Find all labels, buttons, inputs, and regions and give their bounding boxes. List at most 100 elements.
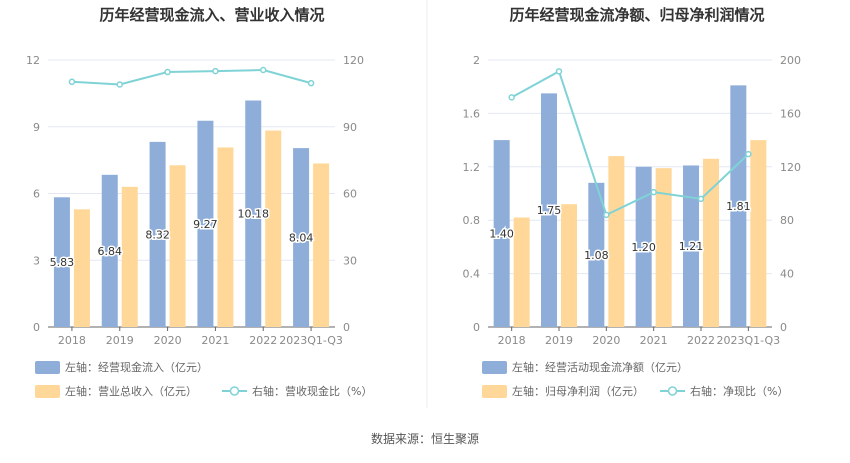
line-point [307, 79, 315, 87]
bar-series-1 [683, 165, 699, 327]
left-axis-tick: 1.6 [463, 107, 481, 120]
bar-series-2 [265, 130, 282, 327]
legend-label: 右轴：净现比（%） [690, 384, 788, 398]
right-axis-tick: 160 [780, 107, 801, 120]
bar-series-2 [121, 186, 138, 327]
right-axis-tick: 40 [780, 268, 794, 281]
bar-series-2 [313, 163, 330, 327]
bar-data-label: 9.27 [193, 218, 218, 231]
legend-swatch-bar1 [35, 361, 60, 374]
legend-label: 左轴：经营活动现金流净额（亿元） [512, 360, 688, 374]
bar-series-2 [655, 168, 672, 327]
left-axis-tick: 0.4 [463, 268, 481, 281]
line-point [697, 195, 705, 203]
bar-series-1 [493, 140, 510, 327]
bar-data-label: 1.20 [631, 241, 656, 254]
x-axis-label: 2021 [201, 334, 229, 347]
bar-series-2 [73, 209, 90, 327]
bar-series-2 [217, 147, 234, 327]
line-point [508, 94, 515, 101]
right-axis-tick: 80 [780, 214, 794, 227]
left-axis-tick: 9 [33, 121, 40, 134]
bar-series-1 [293, 148, 310, 327]
legend-swatch-point [667, 386, 678, 396]
chart-title: 历年经营现金流净额、归母净利润情况 [509, 6, 764, 24]
legend-swatch-point [229, 386, 240, 396]
x-axis-label: 2018 [58, 334, 86, 347]
bar-series-2 [561, 204, 577, 327]
bar-series-1 [245, 100, 262, 328]
chart-title: 历年经营现金流入、营业收入情况 [99, 6, 324, 24]
chart-netcashflow-profit: 历年经营现金流净额、归母净利润情况 0 0 0.4 40 0.8 80 1.2 120 1.6 16… [463, 6, 801, 398]
left-axis-tick: 0 [473, 321, 480, 334]
line-point [260, 66, 267, 74]
bar-data-label: 1.40 [489, 228, 514, 241]
left-axis-tick: 3 [33, 254, 40, 267]
bar-data-label: 6.84 [98, 245, 123, 258]
bar-series-2 [608, 156, 625, 327]
bar-data-label: 1.08 [584, 249, 609, 262]
chart-legend: 左轴：经营活动现金流净额（亿元） 左轴：归母净利润（亿元） 右轴：净现比（%） [482, 360, 788, 398]
bar-series-1 [635, 166, 652, 327]
x-axis-label: 2023Q1-Q3 [279, 334, 343, 347]
right-axis-tick: 200 [780, 54, 801, 67]
left-axis-tick: 6 [33, 188, 40, 201]
right-axis-tick: 0 [343, 321, 350, 334]
legend-swatch-bar2 [482, 385, 507, 398]
line-point [745, 150, 752, 158]
line-point [603, 211, 610, 219]
left-axis-tick: 0.8 [463, 214, 481, 227]
right-axis-tick: 90 [343, 121, 357, 134]
bar-series-1 [541, 93, 557, 327]
legend-label: 左轴：营业总收入（亿元） [65, 384, 197, 398]
line-point [68, 78, 76, 86]
line-point [555, 68, 563, 75]
chart-legend: 左轴：经营现金流入（亿元） 左轴：营业总收入（亿元） 右轴：营收现金比（%） [35, 360, 372, 398]
line-point [164, 68, 171, 76]
bar-data-label: 1.81 [726, 200, 751, 213]
right-axis-tick: 0 [780, 321, 787, 334]
x-axis-label: 2020 [592, 334, 620, 347]
legend-label: 右轴：营收现金比（%） [252, 384, 372, 398]
line-point [116, 81, 123, 88]
bar-data-label: 8.32 [145, 228, 170, 241]
chart-cashflow-revenue: 历年经营现金流入、营业收入情况 0 0 3 30 6 60 9 90 12 120 2018 5.83 2… [26, 6, 372, 398]
bar-series-1 [197, 120, 214, 328]
x-axis-label: 2019 [545, 334, 573, 347]
line-point [212, 67, 219, 75]
bar-series-1 [730, 85, 747, 328]
left-axis-tick: 0 [33, 321, 40, 334]
legend-label: 左轴：归母净利润（亿元） [512, 384, 644, 398]
x-axis-label: 2021 [640, 334, 668, 347]
right-axis-tick: 60 [343, 188, 357, 201]
line-series [71, 69, 312, 86]
right-axis-tick: 30 [343, 254, 357, 267]
x-axis-label: 2022 [249, 334, 277, 347]
line-point [650, 188, 657, 196]
bar-series-1 [101, 174, 118, 327]
x-axis-label: 2018 [498, 334, 526, 347]
legend-swatch-bar1 [482, 361, 507, 374]
bar-series-1 [149, 141, 166, 327]
right-axis-tick: 120 [780, 161, 801, 174]
right-axis-tick: 120 [343, 54, 364, 67]
bar-data-label: 5.83 [50, 256, 75, 269]
left-axis-tick: 2 [473, 54, 480, 67]
left-axis-tick: 12 [26, 54, 40, 67]
x-axis-label: 2020 [154, 334, 182, 347]
bar-data-label: 8.04 [289, 232, 314, 245]
bar-series-2 [513, 217, 530, 327]
x-axis-label: 2023Q1-Q3 [716, 334, 780, 347]
data-source: 数据来源：恒生聚源 [371, 431, 479, 446]
x-axis-label: 2022 [687, 334, 715, 347]
bar-series-1 [588, 182, 605, 327]
legend-label: 左轴：经营现金流入（亿元） [65, 360, 208, 374]
bar-series-2 [169, 165, 186, 327]
bar-data-label: 10.18 [238, 208, 270, 221]
x-axis-label: 2019 [106, 334, 134, 347]
bar-series-2 [703, 158, 719, 327]
left-axis-tick: 1.2 [463, 161, 481, 174]
bar-series-2 [750, 140, 767, 327]
bar-data-label: 1.75 [537, 204, 562, 217]
